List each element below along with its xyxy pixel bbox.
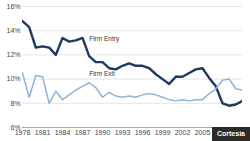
svg-text:1984: 1984 (55, 129, 71, 136)
html-text:Cortesía: Cortesía (217, 130, 245, 137)
svg-text:1990: 1990 (95, 129, 111, 136)
svg-text:Firm Exit: Firm Exit (89, 70, 115, 77)
svg-text:1987: 1987 (75, 129, 91, 136)
svg-text:2002: 2002 (175, 129, 191, 136)
svg-text:8%: 8% (10, 100, 20, 107)
svg-text:1981: 1981 (35, 129, 51, 136)
svg-text:1996: 1996 (135, 129, 151, 136)
svg-text:Firm Entry: Firm Entry (89, 35, 120, 43)
svg-text:12%: 12% (6, 51, 20, 58)
svg-text:16%: 16% (6, 3, 20, 10)
svg-text:1993: 1993 (115, 129, 131, 136)
svg-text:10%: 10% (6, 75, 20, 82)
svg-text:14%: 14% (6, 27, 20, 34)
svg-text:1978: 1978 (15, 129, 31, 136)
svg-text:2005: 2005 (195, 129, 211, 136)
svg-text:6%: 6% (10, 123, 21, 131)
svg-text:1999: 1999 (155, 129, 171, 136)
